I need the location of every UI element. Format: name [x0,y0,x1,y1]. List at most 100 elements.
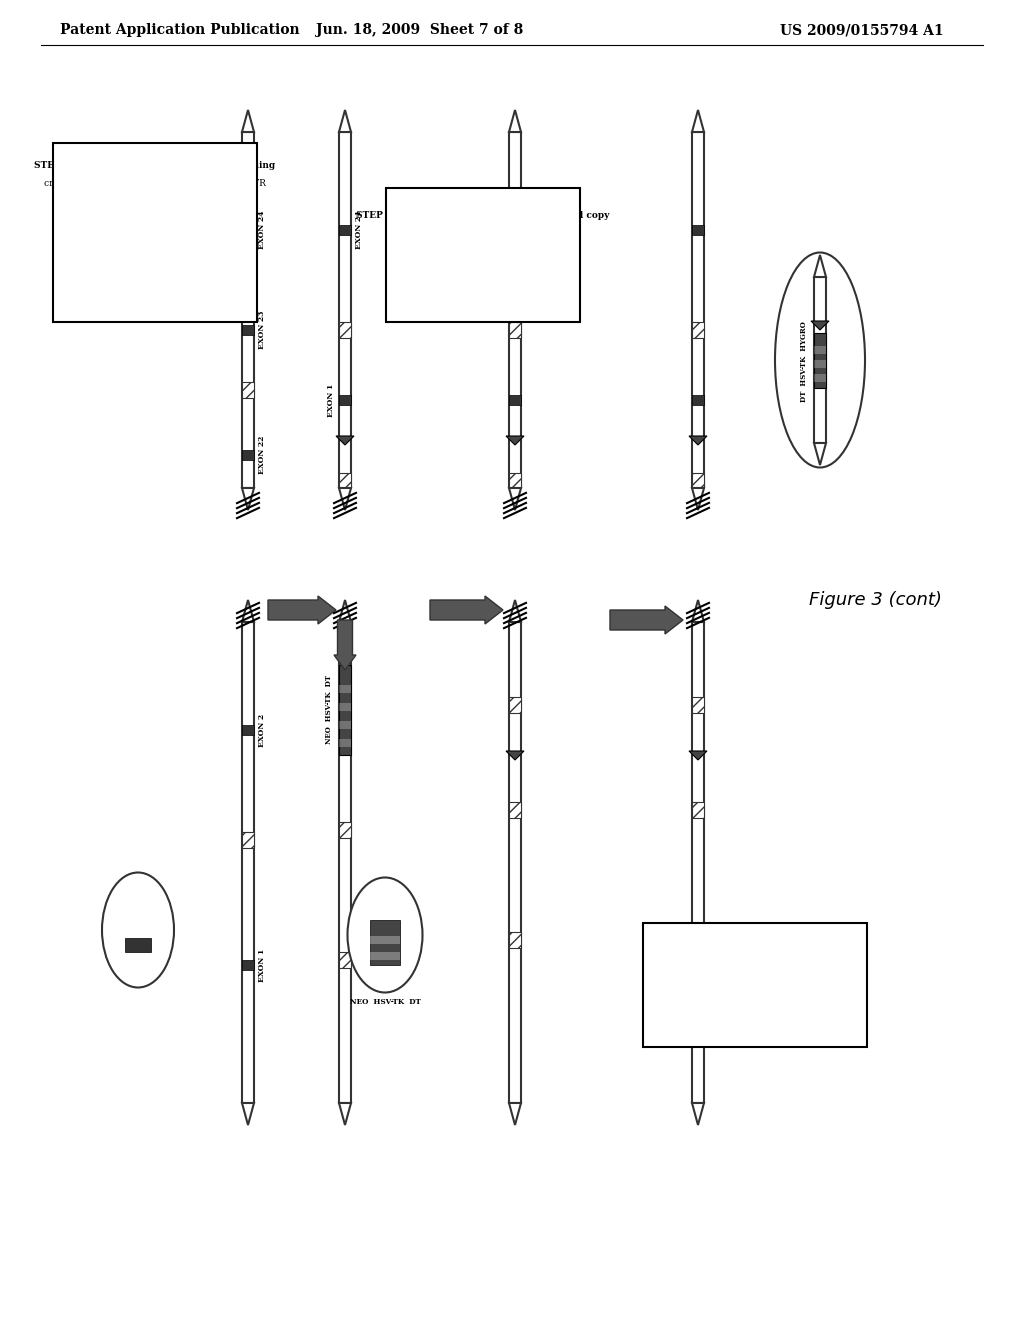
Bar [339,952,351,968]
Polygon shape [242,488,254,510]
Bar [814,374,826,381]
Polygon shape [336,436,354,445]
Bar [339,395,351,405]
Bar [242,381,254,399]
Polygon shape [692,601,705,622]
Polygon shape [689,436,707,445]
Bar [692,932,705,948]
Text: STEP 3: Transfect cells with plasmid containing: STEP 3: Transfect cells with plasmid con… [35,161,275,169]
Text: EXON 1: EXON 1 [258,948,266,982]
Polygon shape [339,110,351,132]
Bar [509,473,521,487]
FancyBboxPatch shape [386,187,580,322]
Bar [339,739,351,747]
Bar [509,803,521,818]
Bar [339,721,351,729]
Polygon shape [339,601,351,622]
Polygon shape [506,436,524,445]
Bar [692,622,705,1104]
Bar [692,322,705,338]
Polygon shape [339,1104,351,1125]
Text: cre in order to excise most of first copy of CFTR: cre in order to excise most of first cop… [44,178,266,187]
Polygon shape [506,751,524,760]
Text: NEO  HSV-TK  DT: NEO HSV-TK DT [325,676,333,744]
Bar [814,277,826,444]
Bar [339,665,351,755]
Text: EXON 24: EXON 24 [258,211,266,249]
Bar [509,224,521,235]
Bar [339,704,351,711]
Bar [339,132,351,488]
Polygon shape [814,255,826,277]
Bar [509,132,521,488]
Bar [370,952,400,960]
Text: EXON 24: EXON 24 [355,211,362,249]
Text: EXON 23: EXON 23 [258,310,266,350]
Text: DT  HSV-TK  HYGRO: DT HSV-TK HYGRO [800,322,808,403]
Polygon shape [509,601,521,622]
Bar [692,224,705,235]
Text: Patent Application Publication: Patent Application Publication [60,22,300,37]
Bar [242,132,254,488]
Bar [339,822,351,838]
Bar [814,346,826,354]
Bar [509,932,521,948]
Bar [242,960,254,970]
Polygon shape [509,1104,521,1125]
Bar [339,622,351,1104]
FancyArrow shape [610,606,683,634]
Bar [509,395,521,405]
Bar [242,224,254,235]
Bar [509,322,521,338]
Text: NEO  HSV-TK  DT: NEO HSV-TK DT [349,998,421,1006]
Bar [509,697,521,713]
Text: (select with FIAU or gancyclovir): (select with FIAU or gancyclovir) [79,197,231,206]
Polygon shape [242,601,254,622]
Bar [339,224,351,235]
Ellipse shape [347,878,423,993]
Bar [692,803,705,818]
Polygon shape [689,751,707,760]
Polygon shape [242,1104,254,1125]
Text: EXON 22: EXON 22 [258,436,266,474]
Text: EXON 1: EXON 1 [327,383,335,417]
Text: of CFTR (select with G418 / neo): of CFTR (select with G418 / neo) [408,228,558,238]
Text: US 2009/0155794 A1: US 2009/0155794 A1 [780,22,944,37]
Ellipse shape [102,873,174,987]
Polygon shape [814,444,826,465]
FancyArrow shape [334,620,356,671]
Bar [509,622,521,1104]
Bar [692,473,705,487]
Text: Figure 3 (cont): Figure 3 (cont) [809,591,941,609]
Bar [242,832,254,847]
Polygon shape [811,321,829,330]
Text: hygromycin or puromycin): hygromycin or puromycin) [693,974,816,983]
Text: second copy of CFTR (select with: second copy of CFTR (select with [678,957,831,966]
Bar [339,473,351,487]
Text: EXON 2: EXON 2 [258,713,266,747]
Bar [692,395,705,405]
Polygon shape [509,488,521,510]
Bar [242,622,254,1104]
Polygon shape [692,488,705,510]
Text: cre: cre [129,919,147,928]
Bar [242,325,254,335]
Bar [242,450,254,459]
Text: STEP 5: Insert loxP site in intron 21 of: STEP 5: Insert loxP site in intron 21 of [657,940,853,949]
FancyBboxPatch shape [643,923,867,1047]
Polygon shape [509,110,521,132]
Text: STEP 4: Insert loxP site in intron 1 of second copy: STEP 4: Insert loxP site in intron 1 of … [356,210,609,219]
Polygon shape [242,110,254,132]
Bar [339,322,351,338]
Bar [814,359,826,367]
Polygon shape [692,110,705,132]
Polygon shape [339,488,351,510]
FancyArrow shape [430,597,503,624]
Bar [814,333,826,388]
Bar [125,939,151,952]
Polygon shape [692,1104,705,1125]
Text: Jun. 18, 2009  Sheet 7 of 8: Jun. 18, 2009 Sheet 7 of 8 [316,22,523,37]
FancyBboxPatch shape [53,143,257,322]
Bar [370,936,400,944]
Bar [692,697,705,713]
